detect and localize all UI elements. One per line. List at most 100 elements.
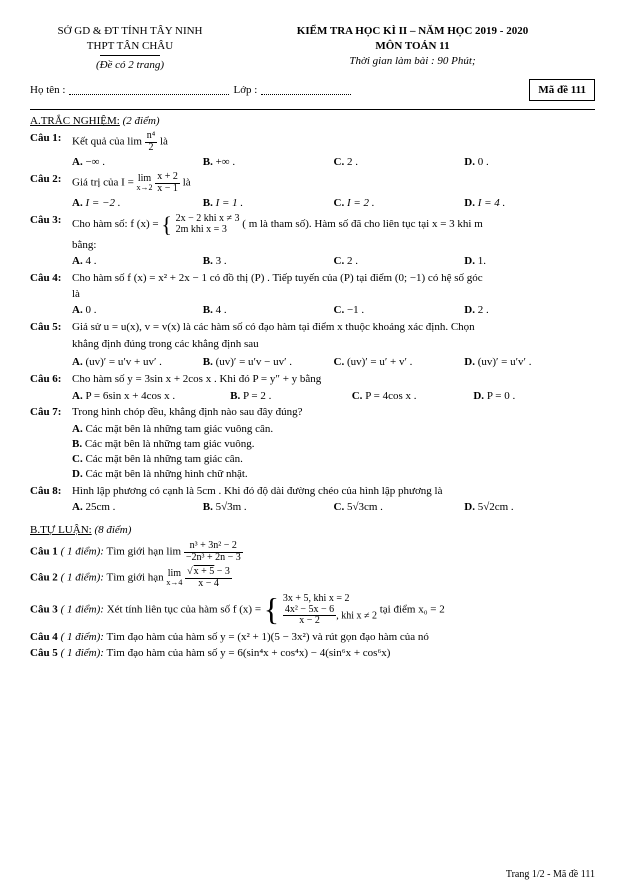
- q5: Câu 5: Giả sử u = u(x), v = v(x) là các …: [30, 320, 595, 335]
- b4-label: Câu 4: [30, 631, 58, 643]
- q4B: 4 .: [216, 304, 227, 316]
- b2-frac: √x + 5 − 3 x − 4: [185, 567, 232, 589]
- q2-fb: x − 1: [155, 184, 180, 195]
- q1: Câu 1: Kết quả của lim n⁴ 2 là: [30, 131, 595, 153]
- q7: Câu 7: Trong hình chóp đều, khẳng định n…: [30, 405, 595, 420]
- sep: [100, 55, 160, 56]
- q2-ft: x + 2: [155, 172, 180, 184]
- q6A: P = 6sin x + 4cos x .: [85, 390, 175, 402]
- b3-brace: {: [264, 600, 279, 619]
- q4C: −1 .: [347, 304, 364, 316]
- q4A: 0 .: [85, 304, 96, 316]
- q2B: I = 1 .: [216, 197, 244, 209]
- time: Thời gian làm bài : 90 Phút;: [230, 54, 595, 69]
- q5-body: Giả sử u = u(x), v = v(x) là các hàm số …: [72, 320, 595, 335]
- q4-opts: A. 0 . B. 4 . C. −1 . D. 2 .: [72, 303, 595, 318]
- q2-body: Giá trị của I = lim x→2 x + 2 x − 1 là: [72, 172, 595, 194]
- q4-body: Cho hàm số f (x) = x² + 2x − 1 có đồ thị…: [72, 271, 595, 286]
- q1-label: Câu 1:: [30, 131, 72, 153]
- class-dots: [261, 84, 351, 95]
- header-block: SỞ GD & ĐT TỈNH TÂY NINH THPT TÂN CHÂU (…: [30, 24, 595, 73]
- q5B: (uv)′ = u′v − uv′ .: [216, 356, 292, 368]
- b1-label: Câu 1: [30, 546, 58, 558]
- q5-opts: A. (uv)′ = u′v + uv′ . B. (uv)′ = u′v − …: [72, 355, 595, 370]
- header-left: SỞ GD & ĐT TỈNH TÂY NINH THPT TÂN CHÂU (…: [30, 24, 230, 73]
- section-b: B.TỰ LUẬN: (8 điểm): [30, 523, 595, 538]
- q1-lim: lim: [127, 136, 142, 148]
- code-box: Mã đề 111: [529, 79, 595, 102]
- b5-label: Câu 5: [30, 647, 58, 659]
- section-a: A.TRẮC NGHIỆM: (2 điểm): [30, 114, 595, 129]
- b3-piece: 3x + 5, khi x = 2 4x² − 5x − 6 x − 2 , k…: [283, 593, 377, 627]
- pages: (Đề có 2 trang): [30, 58, 230, 73]
- q3A: 4 .: [85, 255, 96, 267]
- q1-fb: 2: [145, 143, 158, 154]
- q8C: 5√3cm .: [347, 501, 383, 513]
- q2-sub: x→2: [137, 184, 153, 192]
- b4-pts: ( 1 điểm):: [58, 631, 104, 643]
- b2-sqrt: x + 5: [193, 567, 215, 578]
- b2-stem: Tìm giới hạn: [107, 572, 167, 584]
- q5-s2: khẳng định đúng trong các khẳng định sau: [72, 337, 595, 352]
- q7-body: Trong hình chóp đều, khẳng định nào sau …: [72, 405, 595, 420]
- q4D: 2 .: [478, 304, 489, 316]
- exam-title: KIỂM TRA HỌC KÌ II – NĂM HỌC 2019 - 2020: [230, 24, 595, 39]
- q3-p2: 2m khi x = 3: [176, 224, 240, 236]
- b2-m3: − 3: [214, 566, 230, 577]
- q5C: (uv)′ = u′ + v′ .: [347, 356, 412, 368]
- q6-label: Câu 6:: [30, 372, 72, 387]
- b1: Câu 1 ( 1 điểm): Tìm giới hạn lim n³ + 3…: [30, 541, 595, 563]
- q8-body: Hình lập phương có cạnh là 5cm . Khi đó …: [72, 484, 595, 499]
- b3-s1: Xét tính liên tục của hàm số f (x) =: [107, 603, 264, 615]
- b1-stem: Tìm giới hạn: [107, 546, 167, 558]
- q2-lim: lim x→2: [137, 174, 153, 193]
- b5-stem: Tìm đạo hàm của hàm số y = 6(sin⁴x + cos…: [107, 647, 391, 659]
- q2D: I = 4 .: [478, 197, 506, 209]
- q3D: 1.: [478, 255, 486, 267]
- q7-stem: Trong hình chóp đều, khẳng định nào sau …: [72, 406, 303, 418]
- school: THPT TÂN CHÂU: [30, 39, 230, 54]
- q6C: P = 4cos x .: [365, 390, 416, 402]
- q7D: Các mặt bên là những hình chữ nhật.: [85, 468, 247, 480]
- b3-p2b: x − 2: [283, 616, 336, 627]
- q5-label: Câu 5:: [30, 320, 72, 335]
- q1C: 2 .: [347, 156, 358, 168]
- b4-stem: Tìm đạo hàm của hàm số y = (x² + 1)(5 − …: [107, 631, 429, 643]
- q6B: P = 2 .: [243, 390, 271, 402]
- b1-pts: ( 1 điểm):: [58, 546, 104, 558]
- q5D: (uv)′ = u′v′ .: [478, 356, 532, 368]
- q3B: 3 .: [216, 255, 227, 267]
- q1-s2: là: [160, 136, 168, 148]
- b2-pts: ( 1 điểm):: [58, 572, 104, 584]
- q6-opts: A. P = 6sin x + 4cos x . B. P = 2 . C. P…: [72, 389, 595, 404]
- b3: Câu 3 ( 1 điểm): Xét tính liên tục của h…: [30, 593, 595, 627]
- q8B: 5√3m .: [216, 501, 247, 513]
- secB-title: B.TỰ LUẬN:: [30, 524, 92, 536]
- b3-p2: 4x² − 5x − 6 x − 2 , khi x ≠ 2: [283, 605, 377, 627]
- q2-s2: là: [183, 177, 191, 189]
- b2: Câu 2 ( 1 điểm): Tìm giới hạn lim x→4 √x…: [30, 567, 595, 589]
- name-label: Họ tên :: [30, 83, 65, 98]
- q7-label: Câu 7:: [30, 405, 72, 420]
- q1D: 0 .: [478, 156, 489, 168]
- org: SỞ GD & ĐT TỈNH TÂY NINH: [30, 24, 230, 39]
- b3-label: Câu 3: [30, 603, 58, 615]
- q3-body: Cho hàm số: f (x) = { 2x − 2 khi x ≠ 3 2…: [72, 213, 595, 236]
- q3-s3: bằng:: [72, 238, 595, 253]
- q6: Câu 6: Cho hàm số y = 3sin x + 2cos x . …: [30, 372, 595, 387]
- q8-opts: A. 25cm . B. 5√3m . C. 5√3cm . D. 5√2cm …: [72, 500, 595, 515]
- q3-p1: 2x − 2 khi x ≠ 3: [176, 213, 240, 225]
- secA-title: A.TRẮC NGHIỆM:: [30, 115, 120, 127]
- q4: Câu 4: Cho hàm số f (x) = x² + 2x − 1 có…: [30, 271, 595, 286]
- b3-pts: ( 1 điểm):: [58, 603, 104, 615]
- b3-s2: tại điểm x₀ = 2: [380, 603, 445, 615]
- q2C: I = 2 .: [347, 197, 375, 209]
- q2-label: Câu 2:: [30, 172, 72, 194]
- q3-s1: Cho hàm số: f (x) =: [72, 218, 161, 230]
- q8A: 25cm .: [85, 501, 115, 513]
- q5A: (uv)′ = u′v + uv′ .: [85, 356, 161, 368]
- q7C: Các mặt bên là những tam giác cân.: [85, 453, 242, 465]
- b3-p2frac: 4x² − 5x − 6 x − 2: [283, 605, 336, 627]
- b2-label: Câu 2: [30, 572, 58, 584]
- q8D: 5√2cm .: [478, 501, 514, 513]
